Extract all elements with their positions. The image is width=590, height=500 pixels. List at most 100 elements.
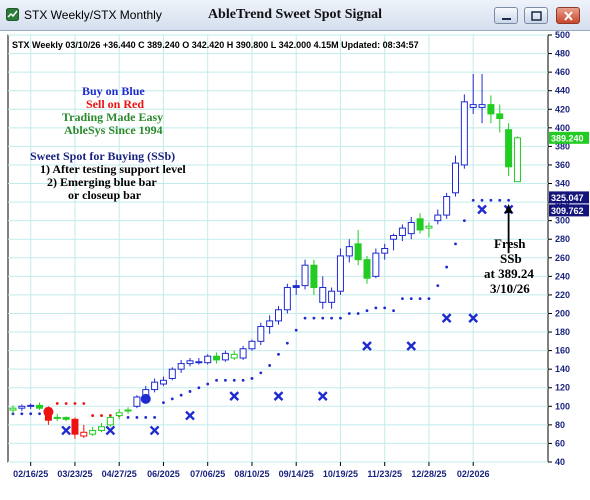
- x-tick-label: 06/2025: [147, 469, 180, 479]
- x-marker: [149, 425, 160, 436]
- arrow-head: [504, 203, 513, 213]
- y-tick-label: 460: [555, 67, 570, 77]
- blue-support-dot: [365, 309, 369, 313]
- red-support-dot: [55, 402, 59, 405]
- x-tick-label: 03/23/25: [57, 469, 92, 479]
- symbol-tabs[interactable]: STX Weekly/STX Monthly: [24, 8, 162, 22]
- maximize-button[interactable]: [524, 7, 548, 24]
- blue-support-dot: [454, 242, 457, 246]
- price-tag-box: [549, 131, 589, 144]
- close-button[interactable]: [556, 7, 580, 24]
- candle-body: [452, 162, 459, 194]
- candle-body: [372, 252, 380, 277]
- blue-support-dot: [462, 219, 466, 223]
- candle-body: [204, 355, 212, 364]
- red-support-dot: [82, 402, 86, 405]
- y-tick-label: 360: [555, 160, 570, 170]
- blue-support-dot: [170, 397, 174, 401]
- quote-info-line: STX Weekly 03/10/26 +36.440 C 389.240 O …: [12, 40, 419, 50]
- x-tick-label: 07/06/25: [190, 469, 225, 479]
- candle-body: [266, 320, 274, 327]
- blue-support-dot: [312, 316, 316, 320]
- blue-support-dot: [277, 352, 280, 356]
- chart-app-icon: [6, 8, 19, 21]
- ssb-heading: Sweet Spot for Buying (SSb): [30, 149, 176, 163]
- candle-body: [496, 113, 504, 120]
- blue-support-dot: [241, 378, 245, 382]
- x-marker: [273, 391, 284, 401]
- candle-body: [425, 225, 433, 229]
- blue-support-dot: [268, 364, 272, 367]
- candle-body: [478, 104, 486, 108]
- blue-support-dot: [144, 416, 148, 419]
- ssb-rule-2: 2) Emerging blue bar: [47, 175, 157, 189]
- blue-support-dot: [427, 297, 431, 301]
- minimize-button[interactable]: [494, 7, 518, 24]
- candle-body: [363, 259, 371, 279]
- blue-support-dot: [224, 378, 227, 382]
- y-tick-label: 80: [555, 420, 565, 430]
- candle-body: [36, 404, 44, 409]
- blue-support-dot: [445, 265, 449, 269]
- candle-body: [151, 381, 159, 391]
- blue-support-dot: [330, 316, 333, 320]
- candle-body: [62, 416, 70, 420]
- ssb-rule-1: 1) After testing support level: [40, 162, 186, 176]
- fresh-label: Fresh: [494, 236, 526, 251]
- blue-support-dot: [259, 371, 263, 375]
- price-chart[interactable]: 4060801001201401601802002202402602803003…: [0, 30, 590, 500]
- candle-body: [239, 348, 247, 359]
- y-tick-label: 60: [555, 438, 565, 448]
- y-tick-label: 420: [555, 104, 570, 114]
- blue-support-dot: [179, 393, 183, 397]
- candle-body: [443, 196, 451, 216]
- blue-support-dot: [489, 198, 493, 202]
- x-marker: [229, 391, 240, 401]
- candle-body: [336, 255, 344, 292]
- candle-body: [168, 368, 176, 379]
- candle-body: [98, 426, 105, 431]
- candle-body: [71, 418, 79, 435]
- candle-body: [195, 361, 203, 364]
- price-tag-box: [549, 204, 589, 217]
- candle-body: [345, 246, 353, 257]
- candle-body: [328, 290, 336, 303]
- candle-body: [80, 431, 88, 437]
- candle-body: [18, 405, 26, 409]
- x-marker: [477, 204, 487, 215]
- blue-support-dot: [188, 390, 192, 393]
- x-tick-label: 12/28/25: [411, 469, 446, 479]
- x-tick-label: 10/19/25: [323, 469, 358, 479]
- blue-support-dot: [498, 198, 502, 202]
- y-tick-label: 160: [555, 346, 570, 356]
- y-tick-label: 200: [555, 308, 570, 318]
- x-tick-label: 02/2026: [457, 469, 490, 479]
- blue-support-dot: [347, 312, 351, 315]
- blue-support-dot: [383, 306, 387, 310]
- blue-support-dot: [197, 386, 201, 390]
- candle-body: [275, 309, 282, 322]
- x-marker: [406, 341, 417, 351]
- red-support-dot: [91, 414, 95, 417]
- blue-support-dot: [29, 412, 33, 416]
- x-tick-label: 09/14/25: [279, 469, 314, 479]
- legend-ablesys-since: AbleSys Since 1994: [64, 123, 163, 137]
- x-marker: [468, 313, 479, 323]
- x-tick-label: 02/16/25: [13, 469, 48, 479]
- x-marker: [441, 313, 452, 323]
- red-support-dot: [64, 402, 68, 405]
- candle-body: [416, 218, 424, 231]
- blue-support-dot: [153, 416, 157, 419]
- blue-support-dot: [294, 328, 298, 332]
- candle-body: [487, 104, 495, 115]
- legend-trading-made-easy: Trading Made Easy: [62, 110, 164, 124]
- candle-body: [381, 248, 389, 254]
- red-signal-dot: [43, 406, 54, 417]
- candle-body: [159, 379, 167, 385]
- chart-area[interactable]: 40 60 80 100 120 140 160 180 200 220 240 260 280 300 3…: [0, 30, 590, 500]
- blue-support-dot: [418, 297, 422, 301]
- price-tag-box: [549, 191, 589, 204]
- y-tick-label: 180: [555, 327, 570, 337]
- candle-body: [283, 286, 291, 311]
